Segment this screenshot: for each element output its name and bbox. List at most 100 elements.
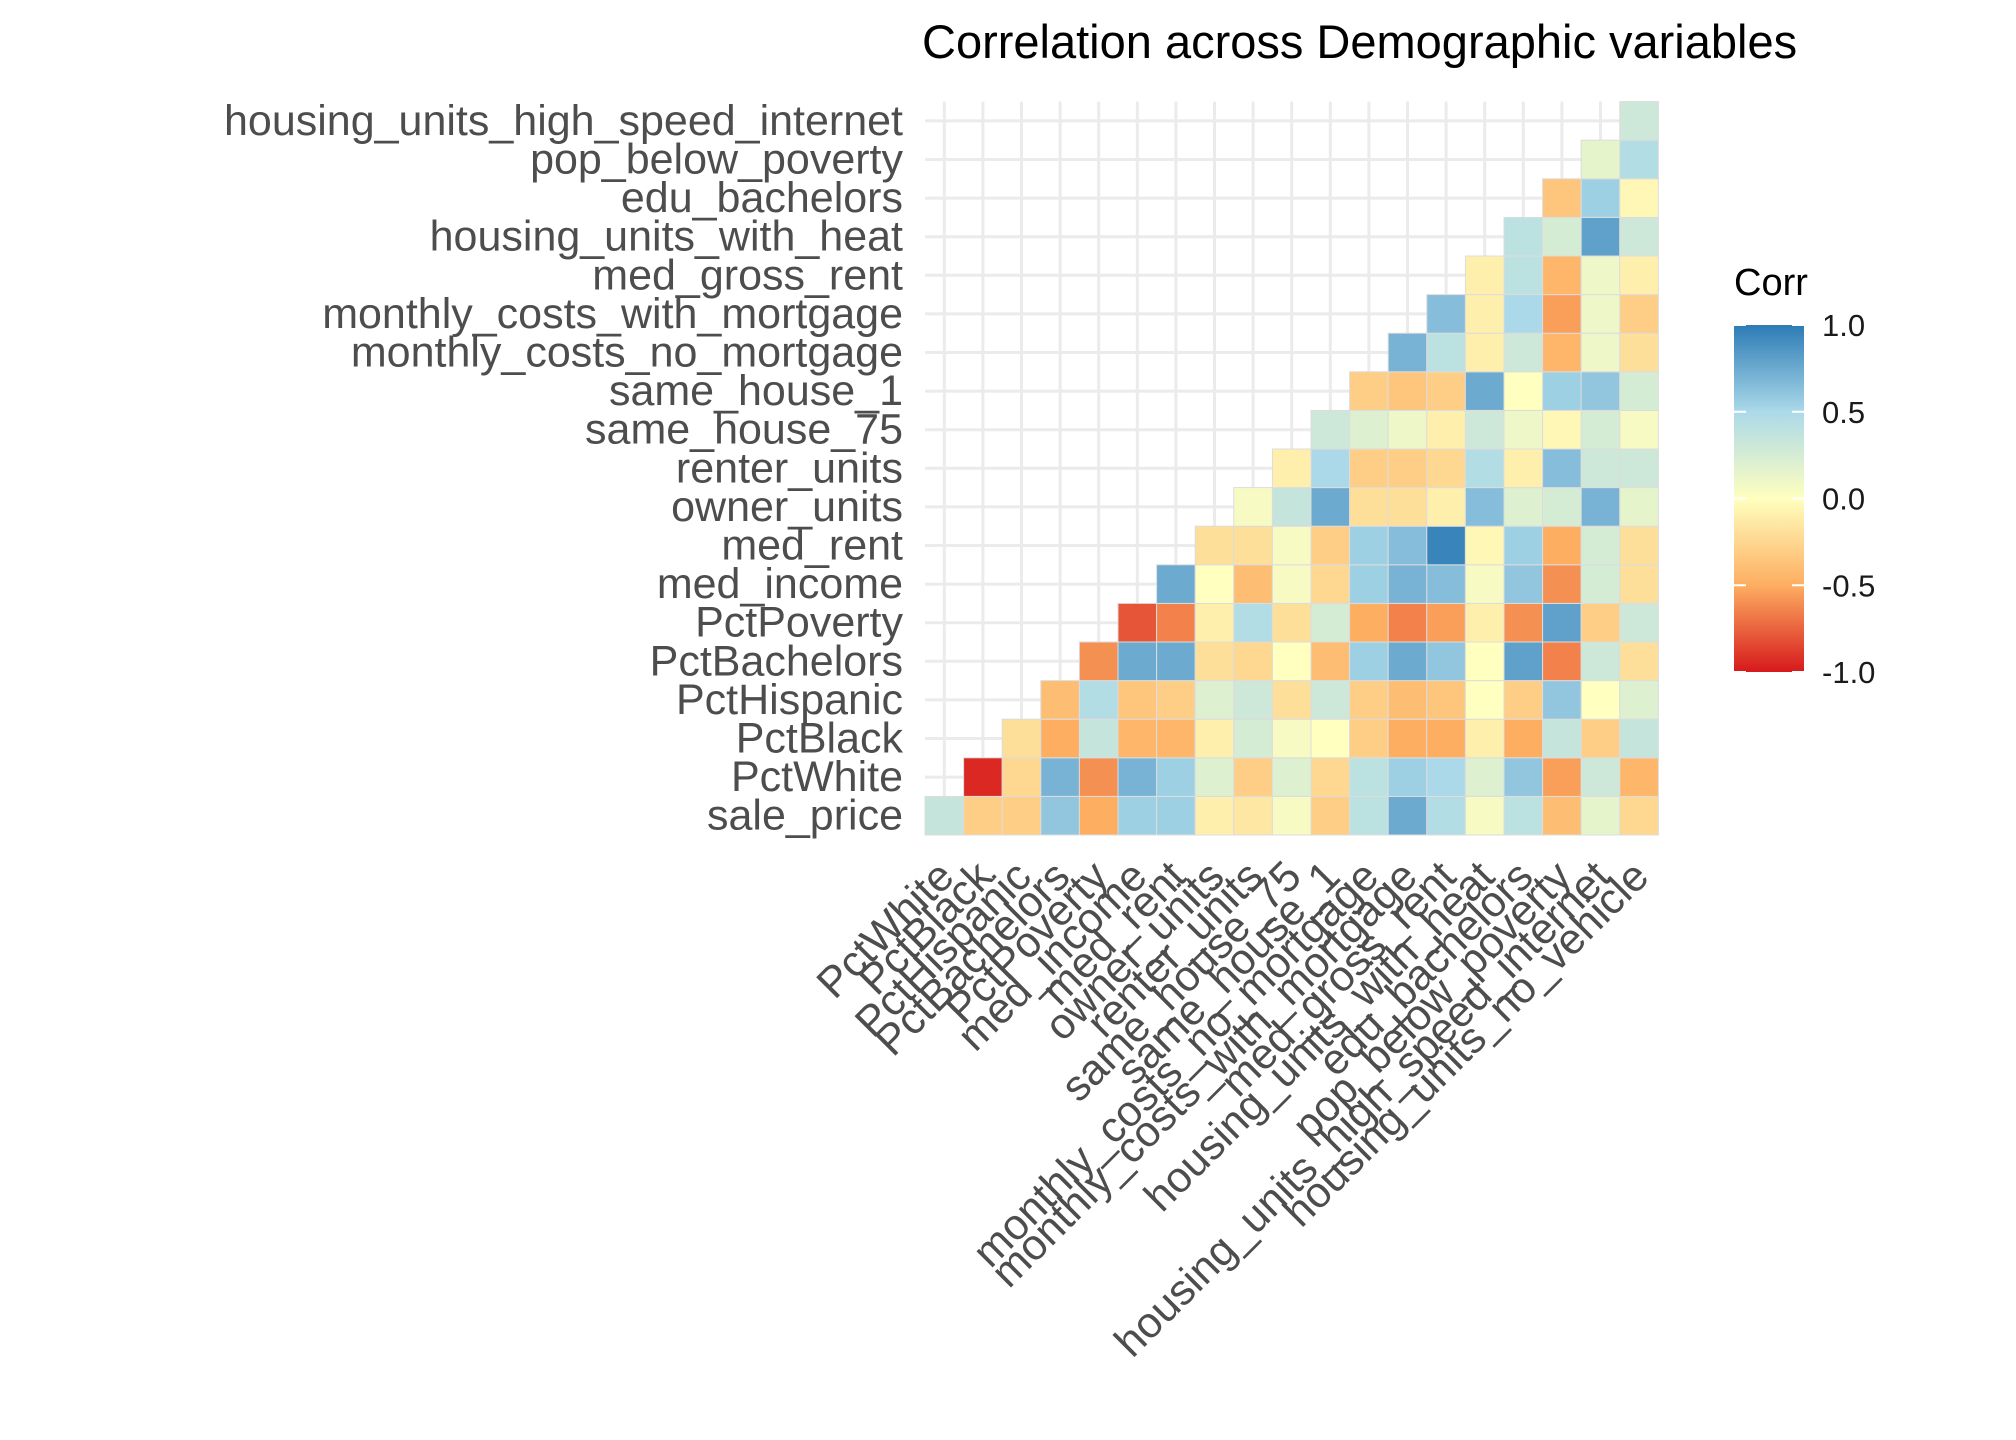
y-tick-label: PctWhite <box>731 753 903 801</box>
heatmap-tile <box>1078 680 1119 720</box>
heatmap-tile <box>1040 718 1080 759</box>
heatmap-tile <box>1117 602 1158 643</box>
y-tick-label: housing_units_with_heat <box>430 213 903 261</box>
heatmap-tile <box>1619 216 1659 257</box>
heatmap-tile <box>1580 409 1621 450</box>
heatmap-tile <box>1464 757 1505 797</box>
heatmap-tile <box>1464 795 1505 836</box>
heatmap-tile <box>1503 448 1544 489</box>
heatmap-tile <box>1349 757 1389 797</box>
heatmap-tile <box>1310 409 1351 450</box>
heatmap-tile <box>1619 602 1659 643</box>
heatmap-tile <box>1078 757 1119 797</box>
heatmap-tile <box>1542 216 1582 257</box>
y-tick-label: monthly_costs_no_mortgage <box>351 329 903 377</box>
heatmap-tile <box>1464 680 1505 720</box>
heatmap-tile <box>1503 641 1544 682</box>
heatmap-tile <box>1078 641 1119 682</box>
heatmap-tile <box>1387 409 1428 450</box>
heatmap-tile <box>1503 216 1544 257</box>
y-tick-label: edu_bachelors <box>621 174 903 222</box>
heatmap-tile <box>1233 641 1273 682</box>
y-tick-label: PctPoverty <box>695 599 903 647</box>
heatmap-tile <box>1580 216 1621 257</box>
heatmap-tile <box>1426 487 1466 527</box>
heatmap-tile <box>1387 371 1428 411</box>
heatmap-tile <box>1542 371 1582 411</box>
heatmap-tile <box>1542 602 1582 643</box>
heatmap-tile <box>1233 795 1273 836</box>
heatmap-tile <box>1542 178 1582 218</box>
heatmap-tile <box>1117 641 1158 682</box>
heatmap-tile <box>1117 718 1158 759</box>
heatmap-tile <box>1233 487 1273 527</box>
y-tick-label: owner_units <box>671 483 903 531</box>
y-tick-label: med_income <box>657 560 903 608</box>
y-tick-label: housing_units_high_speed_internet <box>224 97 903 145</box>
heatmap-tile <box>1156 564 1196 604</box>
heatmap-tile <box>1310 487 1351 527</box>
heatmap-tile <box>1233 757 1273 797</box>
heatmap-tile <box>1349 602 1389 643</box>
heatmap-tile <box>1464 641 1505 682</box>
heatmap-tile <box>1464 332 1505 373</box>
heatmap-tile <box>1387 487 1428 527</box>
heatmap-tile <box>1619 718 1659 759</box>
heatmap-tile <box>1426 602 1466 643</box>
y-tick-label: sale_price <box>707 792 903 840</box>
y-tick-label: monthly_costs_with_mortgage <box>322 290 903 338</box>
heatmap-tile <box>1194 757 1235 797</box>
heatmap-tile <box>1542 795 1582 836</box>
heatmap-tile <box>1194 680 1235 720</box>
heatmap-tile <box>1001 718 1042 759</box>
heatmap-tile <box>1426 718 1466 759</box>
heatmap-tile <box>1271 564 1312 604</box>
heatmap-tile <box>1580 718 1621 759</box>
heatmap-tile <box>1271 680 1312 720</box>
legend-tick-label: -1.0 <box>1822 655 1875 690</box>
heatmap-tile <box>1387 757 1428 797</box>
y-tick-label: PctHispanic <box>676 676 903 724</box>
heatmap-tile <box>1619 448 1659 489</box>
heatmap-tile <box>1271 487 1312 527</box>
heatmap-tile <box>1233 525 1273 566</box>
heatmap-tile <box>1271 757 1312 797</box>
heatmap-tile <box>1619 255 1659 296</box>
heatmap-tile <box>1271 641 1312 682</box>
heatmap-tile <box>1349 371 1389 411</box>
heatmap-tile <box>1542 525 1582 566</box>
heatmap-tile <box>1426 641 1466 682</box>
y-tick-label: med_rent <box>721 522 903 570</box>
heatmap-tile <box>1387 641 1428 682</box>
heatmap-tile <box>1156 757 1196 797</box>
heatmap-tile <box>1619 680 1659 720</box>
heatmap-tile <box>1156 718 1196 759</box>
heatmap-tile <box>1349 680 1389 720</box>
heatmap-tile <box>1194 718 1235 759</box>
heatmap-tile <box>1349 409 1389 450</box>
heatmap-tile <box>1580 795 1621 836</box>
heatmap-tile <box>1503 795 1544 836</box>
heatmap-tile <box>1194 564 1235 604</box>
heatmap-tile <box>1580 564 1621 604</box>
heatmap-tile <box>1426 680 1466 720</box>
heatmap-tile <box>1619 409 1659 450</box>
heatmap-tile <box>1619 525 1659 566</box>
heatmap-tile <box>1580 371 1621 411</box>
heatmap-tile <box>1426 409 1466 450</box>
heatmap-tile <box>1271 525 1312 566</box>
heatmap-tile <box>1310 602 1351 643</box>
y-tick-label: PctBachelors <box>650 637 903 685</box>
heatmap-tile <box>1503 680 1544 720</box>
heatmap-tile <box>1464 448 1505 489</box>
heatmap-tile <box>1542 448 1582 489</box>
heatmap-tile <box>1310 641 1351 682</box>
heatmap-tile <box>1503 564 1544 604</box>
legend-title: Corr <box>1734 262 1808 304</box>
heatmap-tile <box>1503 487 1544 527</box>
heatmap-tile <box>1503 718 1544 759</box>
heatmap-tile <box>1619 294 1659 334</box>
y-tick-label: med_gross_rent <box>592 251 903 299</box>
chart-title: Correlation across Demographic variables <box>922 15 1797 68</box>
